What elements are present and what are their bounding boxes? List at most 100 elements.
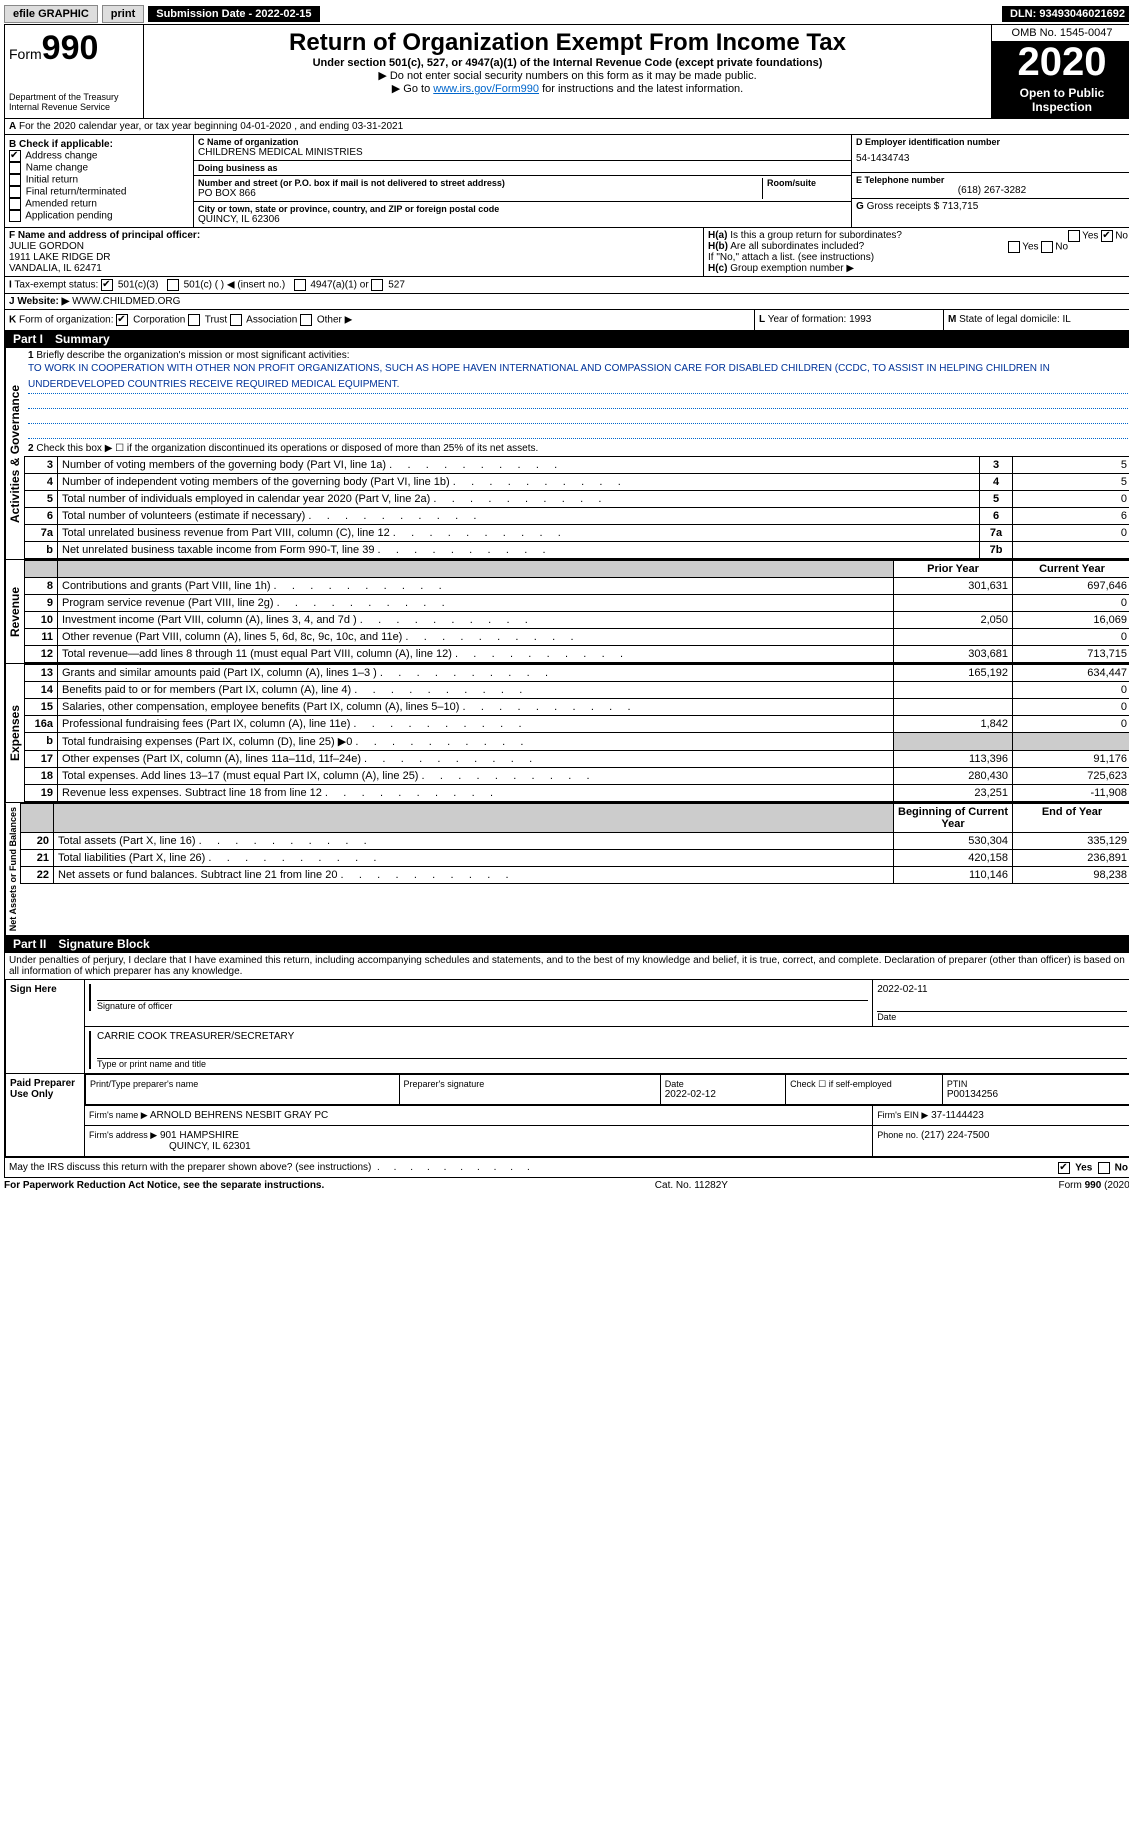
501c3-checkbox[interactable]: [101, 279, 113, 291]
discuss-yes-checkbox[interactable]: [1058, 1162, 1070, 1174]
boxb-checkbox[interactable]: [9, 198, 21, 210]
tax-year: 2020: [992, 42, 1129, 82]
footer-mid: Cat. No. 11282Y: [655, 1180, 728, 1191]
governance-table: 3Number of voting members of the governi…: [24, 456, 1129, 559]
hc-text: Group exemption number ▶: [730, 263, 854, 274]
room-label: Room/suite: [767, 178, 847, 188]
firm-addr: 901 HAMPSHIRE: [160, 1130, 239, 1141]
entity-block: B Check if applicable: Address change Na…: [5, 135, 1129, 227]
revenue-table: Prior YearCurrent Year8Contributions and…: [24, 560, 1129, 663]
top-bar: efile GRAPHIC print Submission Date - 20…: [4, 4, 1129, 24]
rev-sidebar: Revenue: [5, 560, 24, 663]
phone-value: (618) 267-3282: [856, 185, 1128, 196]
net-sidebar: Net Assets or Fund Balances: [5, 803, 20, 935]
hc-label: H(c): [708, 263, 727, 274]
line2-text: Check this box ▶ ☐ if the organization d…: [36, 443, 538, 454]
sig-date-label: Date: [877, 1012, 1127, 1022]
hb-no-checkbox[interactable]: [1041, 241, 1053, 253]
box-i: I Tax-exempt status: 501(c)(3) 501(c) ( …: [5, 277, 1129, 293]
box-f: F Name and address of principal officer:…: [5, 228, 704, 276]
g-text: Gross receipts $: [867, 201, 940, 212]
hb-label: H(b): [708, 241, 728, 252]
ha-text: Is this a group return for subordinates?: [730, 230, 902, 241]
hb-note: If "No," attach a list. (see instruction…: [708, 252, 1128, 263]
boxb-checkbox[interactable]: [9, 162, 21, 174]
firm-addr2: QUINCY, IL 62301: [169, 1141, 251, 1152]
box-b-label: B Check if applicable:: [9, 139, 189, 150]
footer-left: For Paperwork Reduction Act Notice, see …: [4, 1180, 324, 1191]
boxb-checkbox[interactable]: [9, 186, 21, 198]
form-number: Form990: [9, 29, 139, 68]
expenses-table: 13Grants and similar amounts paid (Part …: [24, 664, 1129, 802]
ptin-value: P00134256: [947, 1089, 1126, 1100]
irs-label: Internal Revenue Service: [9, 102, 139, 112]
box-b: B Check if applicable: Address change Na…: [5, 135, 194, 227]
trust-checkbox[interactable]: [188, 314, 200, 326]
dept-label: Department of the Treasury: [9, 92, 139, 102]
mission-label: Briefly describe the organization's miss…: [36, 350, 349, 361]
irs-link[interactable]: www.irs.gov/Form990: [433, 83, 539, 95]
org-name: CHILDRENS MEDICAL MINISTRIES: [198, 147, 847, 158]
firm-ein: 37-1144423: [931, 1110, 984, 1121]
dln-label: DLN: 93493046021692: [1002, 6, 1129, 22]
page-footer: For Paperwork Reduction Act Notice, see …: [4, 1178, 1129, 1191]
other-checkbox[interactable]: [300, 314, 312, 326]
box-m: M State of legal domicile: IL: [943, 310, 1129, 330]
paid-preparer-label: Paid Preparer Use Only: [6, 1074, 85, 1157]
4947-checkbox[interactable]: [294, 279, 306, 291]
corp-checkbox[interactable]: [116, 314, 128, 326]
part1-header: Part I Summary: [5, 330, 1129, 348]
firm-name: ARNOLD BEHRENS NESBIT GRAY PC: [150, 1110, 328, 1121]
ha-no-checkbox[interactable]: [1101, 230, 1113, 242]
print-button[interactable]: print: [102, 5, 144, 23]
gov-sidebar: Activities & Governance: [5, 348, 24, 559]
sig-date-value: 2022-02-11: [877, 984, 1127, 995]
note-link: ▶ Go to www.irs.gov/Form990 for instruct…: [148, 82, 987, 95]
street-label: Number and street (or P.O. box if mail i…: [198, 178, 762, 188]
netassets-table: Beginning of Current YearEnd of Year20To…: [20, 803, 1129, 884]
assoc-checkbox[interactable]: [230, 314, 242, 326]
officer-addr2: VANDALIA, IL 62471: [9, 263, 102, 274]
form-subtitle: Under section 501(c), 527, or 4947(a)(1)…: [148, 57, 987, 69]
boxb-checkbox[interactable]: [9, 150, 21, 162]
527-checkbox[interactable]: [371, 279, 383, 291]
exp-sidebar: Expenses: [5, 664, 24, 802]
prep-name-label: Print/Type preparer's name: [90, 1079, 395, 1089]
sig-officer-label: Signature of officer: [97, 1001, 868, 1011]
boxb-checkbox[interactable]: [9, 174, 21, 186]
efile-label: efile GRAPHIC: [4, 5, 98, 23]
signature-table: Sign Here Signature of officer 2022-02-1…: [5, 979, 1129, 1157]
ha-yes-checkbox[interactable]: [1068, 230, 1080, 242]
ein-label: D Employer identification number: [856, 137, 1128, 147]
form-container: Form990 Department of the Treasury Inter…: [4, 24, 1129, 1178]
box-c: C Name of organization CHILDRENS MEDICAL…: [194, 135, 851, 227]
website-value: WWW.CHILDMED.ORG: [72, 296, 180, 307]
discuss-no-checkbox[interactable]: [1098, 1162, 1110, 1174]
gross-receipts: 713,715: [942, 201, 978, 212]
open-public: Open to Public Inspection: [992, 82, 1129, 118]
officer-printed-name: CARRIE COOK TREASURER/SECRETARY: [97, 1031, 1127, 1042]
prep-sig-label: Preparer's signature: [404, 1079, 656, 1089]
ha-label: H(a): [708, 230, 727, 241]
street-value: PO BOX 866: [198, 188, 762, 199]
footer-right: Form 990 (2020): [1059, 1180, 1129, 1191]
part2-header: Part II Signature Block: [5, 935, 1129, 953]
g-label: G: [856, 201, 864, 212]
note-ssn: ▶ Do not enter social security numbers o…: [148, 69, 987, 82]
501c-checkbox[interactable]: [167, 279, 179, 291]
line-a: A For the 2020 calendar year, or tax yea…: [5, 118, 1129, 135]
dba-label: Doing business as: [198, 163, 847, 173]
city-label: City or town, state or province, country…: [198, 204, 847, 214]
discuss-line: May the IRS discuss this return with the…: [5, 1157, 1129, 1177]
ein-value: 54-1434743: [856, 147, 1128, 170]
phone-label: E Telephone number: [856, 175, 1128, 185]
officer-name: JULIE GORDON: [9, 241, 84, 252]
boxb-checkbox[interactable]: [9, 210, 21, 222]
hb-yes-checkbox[interactable]: [1008, 241, 1020, 253]
prep-date: 2022-02-12: [665, 1089, 781, 1100]
box-h: H(a) Is this a group return for subordin…: [704, 228, 1129, 276]
fh-block: F Name and address of principal officer:…: [5, 227, 1129, 276]
mission-text: TO WORK IN COOPERATION WITH OTHER NON PR…: [28, 361, 1128, 394]
city-value: QUINCY, IL 62306: [198, 214, 847, 225]
hb-text: Are all subordinates included?: [730, 241, 864, 252]
